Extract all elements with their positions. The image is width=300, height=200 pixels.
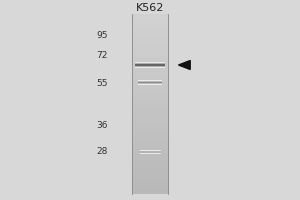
Polygon shape (178, 60, 190, 69)
Text: 55: 55 (97, 79, 108, 88)
Text: 28: 28 (97, 148, 108, 156)
Text: 72: 72 (97, 51, 108, 60)
Text: 95: 95 (97, 31, 108, 40)
Text: 36: 36 (97, 121, 108, 130)
Text: K562: K562 (136, 3, 164, 13)
